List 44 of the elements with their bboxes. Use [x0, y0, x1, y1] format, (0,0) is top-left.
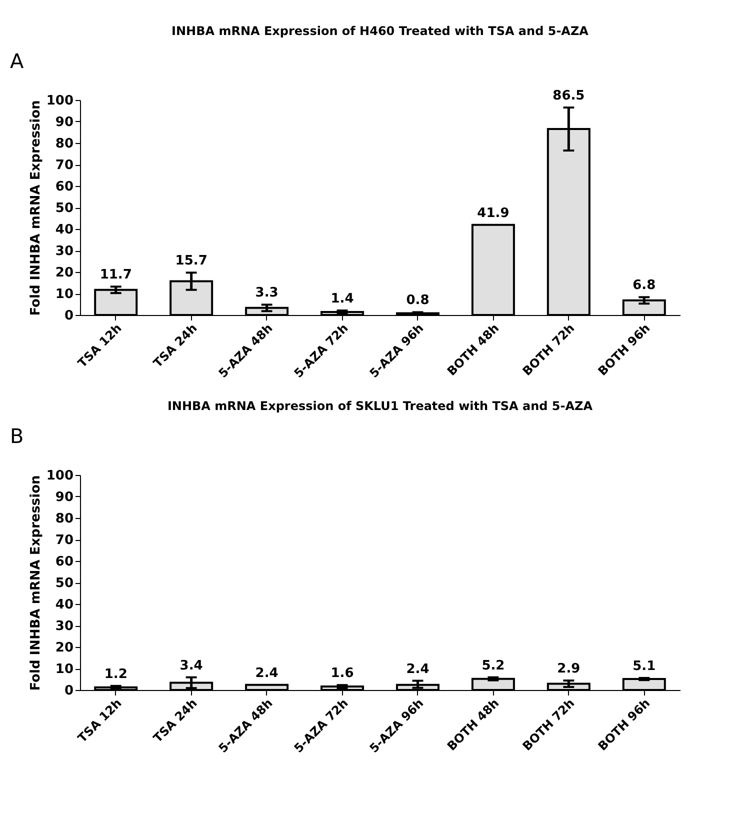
y-tick-label: 10 [55, 662, 74, 677]
y-tick-label: 60 [55, 554, 74, 570]
data-label: 1.6 [330, 666, 354, 682]
y-tick-label: 80 [55, 512, 74, 526]
y-tick-label: 80 [55, 136, 74, 152]
data-label: 5.1 [632, 658, 656, 674]
y-tick-label: 30 [55, 244, 74, 259]
text: B [10, 424, 24, 448]
data-label: 2.9 [557, 662, 580, 677]
data-label: 86.5 [552, 88, 585, 104]
chart-title: INHBA mRNA Expression of H460 Treated with TSA and 5-AZA [172, 24, 590, 38]
data-label: 2.4 [406, 662, 430, 677]
y-tick-label: 30 [55, 619, 74, 634]
y-tick-label: 0 [64, 308, 74, 324]
y-axis-title: Fold INHBA mRNA Expression [28, 475, 44, 691]
data-label: 3.4 [180, 658, 203, 674]
y-tick-label: 0 [64, 684, 74, 698]
y-tick-label: 40 [55, 222, 74, 238]
y-tick-label: 70 [55, 158, 74, 173]
y-tick-label: 60 [55, 180, 74, 194]
y-tick-label: 20 [55, 266, 74, 280]
data-label: 3.3 [255, 286, 278, 301]
y-axis-title: Fold INHBA mRNA Expression [28, 100, 44, 316]
y-tick-label: 90 [55, 490, 74, 505]
y-tick-label: 100 [46, 468, 74, 484]
y-tick-label: 10 [55, 287, 74, 302]
data-label: 5.2 [482, 658, 505, 674]
y-tick-label: 50 [55, 576, 74, 591]
data-label: 15.7 [175, 254, 208, 269]
text: A [10, 49, 24, 73]
data-label: 2.4 [255, 666, 278, 681]
y-tick-label: 70 [55, 533, 74, 548]
data-label: 6.8 [632, 278, 656, 294]
data-label: 0.8 [406, 293, 430, 308]
data-label: 1.4 [330, 291, 354, 306]
y-tick-label: 90 [55, 115, 74, 130]
y-tick-label: 100 [46, 94, 74, 108]
chart-title: INHBA mRNA Expression of SKLU1 Treated with TSA and 5-AZA [167, 399, 594, 413]
y-tick-label: 50 [55, 201, 74, 216]
y-tick-label: 40 [55, 598, 74, 612]
data-label: 11.7 [100, 268, 132, 283]
data-label: 1.2 [104, 666, 128, 682]
data-label: 41.9 [477, 206, 510, 221]
y-tick-label: 20 [55, 640, 74, 656]
